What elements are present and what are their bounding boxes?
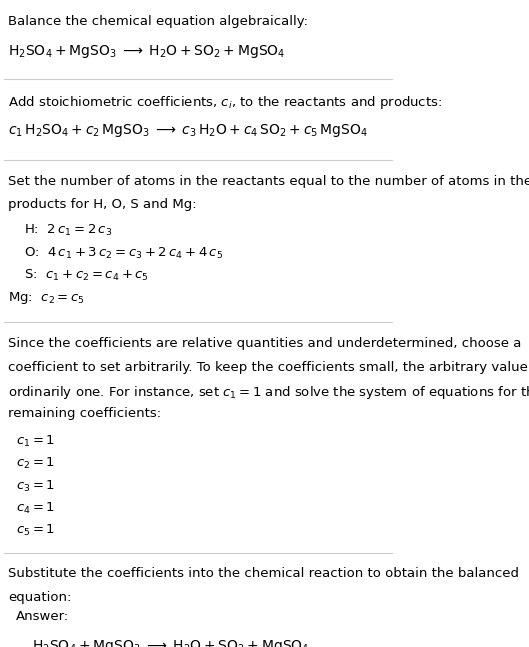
Text: equation:: equation: — [8, 591, 71, 604]
Text: $c_4 = 1$: $c_4 = 1$ — [16, 501, 55, 516]
Text: coefficient to set arbitrarily. To keep the coefficients small, the arbitrary va: coefficient to set arbitrarily. To keep … — [8, 360, 529, 373]
Text: $c_5 = 1$: $c_5 = 1$ — [16, 523, 55, 538]
Text: S:  $c_1 + c_2 = c_4 + c_5$: S: $c_1 + c_2 = c_4 + c_5$ — [24, 268, 149, 283]
Text: Answer:: Answer: — [16, 610, 69, 623]
Text: Add stoichiometric coefficients, $c_i$, to the reactants and products:: Add stoichiometric coefficients, $c_i$, … — [8, 94, 442, 111]
Text: Set the number of atoms in the reactants equal to the number of atoms in the: Set the number of atoms in the reactants… — [8, 175, 529, 188]
Text: $c_1\,\mathrm{H_2SO_4} + c_2\,\mathrm{MgSO_3} \;\longrightarrow\; c_3\,\mathrm{H: $c_1\,\mathrm{H_2SO_4} + c_2\,\mathrm{Mg… — [8, 122, 368, 139]
Text: O:  $4\,c_1 + 3\,c_2 = c_3 + 2\,c_4 + 4\,c_5$: O: $4\,c_1 + 3\,c_2 = c_3 + 2\,c_4 + 4\,… — [24, 245, 223, 261]
Text: H:  $2\,c_1 = 2\,c_3$: H: $2\,c_1 = 2\,c_3$ — [24, 223, 112, 238]
Text: $\mathrm{H_2SO_4 + MgSO_3} \;\longrightarrow\; \mathrm{H_2O + SO_2 + MgSO_4}$: $\mathrm{H_2SO_4 + MgSO_3} \;\longrighta… — [8, 43, 285, 60]
Text: remaining coefficients:: remaining coefficients: — [8, 408, 161, 421]
FancyBboxPatch shape — [4, 593, 249, 647]
Text: Since the coefficients are relative quantities and underdetermined, choose a: Since the coefficients are relative quan… — [8, 337, 521, 350]
Text: Mg:  $c_2 = c_5$: Mg: $c_2 = c_5$ — [8, 290, 85, 306]
Text: $\mathrm{H_2SO_4 + MgSO_3} \;\longrightarrow\; \mathrm{H_2O + SO_2 + MgSO_4}$: $\mathrm{H_2SO_4 + MgSO_3} \;\longrighta… — [32, 638, 309, 647]
Text: products for H, O, S and Mg:: products for H, O, S and Mg: — [8, 199, 197, 212]
Text: $c_2 = 1$: $c_2 = 1$ — [16, 456, 55, 471]
Text: $c_1 = 1$: $c_1 = 1$ — [16, 434, 55, 449]
Text: Substitute the coefficients into the chemical reaction to obtain the balanced: Substitute the coefficients into the che… — [8, 567, 519, 580]
Text: Balance the chemical equation algebraically:: Balance the chemical equation algebraica… — [8, 15, 308, 28]
Text: ordinarily one. For instance, set $c_1 = 1$ and solve the system of equations fo: ordinarily one. For instance, set $c_1 =… — [8, 384, 529, 401]
Text: $c_3 = 1$: $c_3 = 1$ — [16, 479, 55, 494]
